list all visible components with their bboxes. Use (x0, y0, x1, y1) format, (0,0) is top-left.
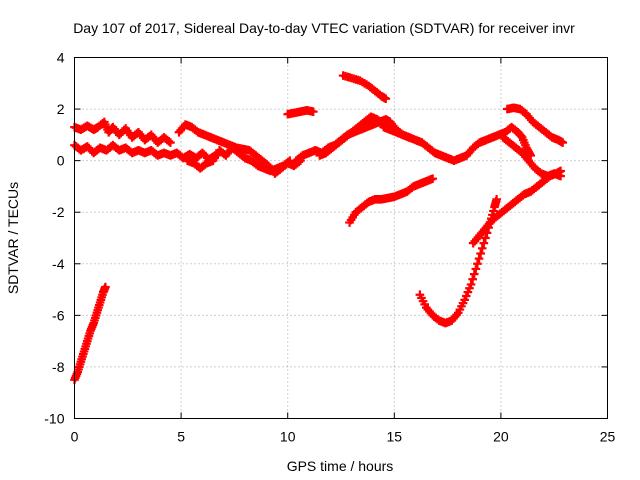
data-point (468, 274, 477, 284)
data-point (474, 254, 484, 263)
y-tick-label: 0 (57, 153, 65, 169)
series-arc-2 (70, 140, 220, 164)
data-point (556, 171, 565, 181)
y-tick-label: -2 (52, 204, 65, 220)
data-point (166, 138, 175, 147)
data-point (428, 174, 437, 183)
data-points (70, 71, 568, 385)
data-point (101, 282, 110, 292)
series-arc-3 (70, 282, 110, 385)
data-point (308, 107, 318, 116)
y-tick-label: -10 (44, 411, 64, 427)
data-point (473, 259, 482, 269)
data-point (558, 138, 568, 147)
y-tick-label: -4 (52, 256, 65, 272)
x-axis-label: GPS time / hours (287, 458, 394, 474)
y-tick-label: -8 (52, 359, 65, 375)
series-arc-1 (70, 117, 175, 147)
series-arc-15 (498, 133, 565, 181)
x-tick-label: 20 (493, 429, 509, 445)
y-axis-label: SDTVAR / TECUs (5, 182, 21, 294)
data-point (479, 238, 489, 248)
x-tick-label: 15 (387, 429, 403, 445)
x-tick-label: 25 (600, 429, 616, 445)
chart-title: Day 107 of 2017, Sidereal Day-to-day VTE… (73, 20, 575, 36)
data-point (476, 249, 485, 258)
data-point (477, 244, 487, 253)
series-arc-11 (345, 174, 437, 227)
series-arc-6 (283, 106, 318, 119)
axis-tick-labels: 0 5 10 15 20 25 -10 -8 -6 -4 -2 0 2 4 (44, 50, 615, 445)
x-tick-label: 10 (280, 429, 296, 445)
series-arc-12 (415, 195, 501, 328)
series-arc-5 (183, 143, 295, 176)
data-point (481, 233, 490, 243)
data-point (471, 264, 481, 274)
y-tick-label: 4 (57, 50, 65, 66)
series-arc-14 (502, 103, 568, 147)
data-point (381, 94, 391, 104)
x-tick-label: 0 (71, 429, 79, 445)
y-tick-label: 2 (57, 101, 65, 117)
data-point (466, 280, 476, 289)
x-tick-label: 5 (177, 429, 185, 445)
series-arc-9 (338, 71, 391, 104)
series-arc-10 (379, 122, 536, 165)
plot-frame (74, 57, 608, 419)
data-point (469, 269, 479, 279)
data-point (492, 195, 501, 204)
y-tick-label: -6 (52, 307, 65, 323)
